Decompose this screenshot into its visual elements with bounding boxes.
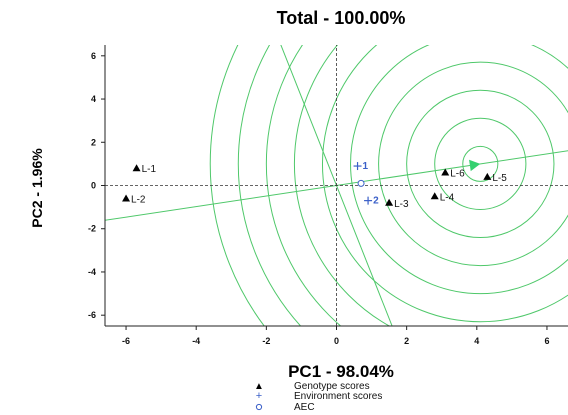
genotype-marker bbox=[385, 198, 394, 206]
ring bbox=[293, 45, 391, 326]
aec-marker bbox=[357, 179, 365, 187]
ring bbox=[265, 45, 342, 326]
genotype-label: L-3 bbox=[394, 199, 409, 210]
legend-environment-marker: + bbox=[256, 390, 262, 402]
genotype-marker bbox=[430, 192, 439, 200]
genotype-marker bbox=[441, 168, 450, 176]
ring bbox=[434, 117, 527, 210]
environment-label: 1 bbox=[363, 161, 369, 172]
legend-genotype-marker: ▲ bbox=[254, 381, 264, 392]
ring bbox=[237, 45, 302, 326]
x-tick-label: 2 bbox=[404, 336, 409, 346]
x-tick-label: 0 bbox=[334, 336, 339, 346]
legend: ▲ Genotype scores + Environment scores A… bbox=[254, 381, 382, 413]
legend-aec-marker bbox=[255, 403, 263, 411]
x-tick-label: 6 bbox=[544, 336, 549, 346]
ring bbox=[378, 61, 568, 267]
legend-genotype-label: Genotype scores bbox=[294, 381, 370, 392]
y-tick-label: 2 bbox=[91, 137, 96, 147]
y-tick-label: 0 bbox=[91, 181, 96, 191]
genotype-label: L-1 bbox=[142, 164, 157, 175]
ring bbox=[462, 145, 499, 182]
reference-lines bbox=[105, 45, 568, 326]
ring bbox=[406, 89, 555, 239]
y-tick-label: 6 bbox=[91, 51, 96, 61]
chart-title: Total - 100.00% bbox=[277, 8, 406, 28]
legend-aec-label: AEC bbox=[294, 402, 315, 413]
x-tick-label: -2 bbox=[262, 336, 270, 346]
x-tick-label: -6 bbox=[122, 336, 130, 346]
x-tick-label: 4 bbox=[474, 336, 479, 346]
data-points: L-1 L-2 L-3 L-4 L-5 L-6 1 2 bbox=[122, 161, 507, 210]
x-tick-label: -4 bbox=[192, 336, 200, 346]
genotype-label: L-6 bbox=[450, 169, 465, 180]
ring bbox=[322, 45, 568, 323]
genotype-marker bbox=[483, 172, 492, 180]
genotype-label: L-2 bbox=[131, 194, 146, 205]
axis-ticks: -6 -4 -2 0 2 4 6 -6 -4 -2 0 2 4 6 bbox=[88, 51, 549, 346]
x-axis-label: PC1 - 98.04% bbox=[288, 362, 394, 381]
genotype-label: L-4 bbox=[440, 192, 455, 203]
concentric-rings bbox=[209, 45, 568, 326]
ideal-arrowhead bbox=[469, 159, 481, 172]
environment-label: 2 bbox=[373, 196, 379, 207]
legend-environment-label: Environment scores bbox=[294, 391, 382, 402]
genotype-marker bbox=[132, 164, 141, 172]
genotype-marker bbox=[122, 194, 131, 202]
genotype-label: L-5 bbox=[492, 173, 507, 184]
y-tick-label: -4 bbox=[88, 267, 96, 277]
y-tick-label: -6 bbox=[88, 310, 96, 320]
y-tick-label: -2 bbox=[88, 224, 96, 234]
ring bbox=[350, 45, 568, 295]
y-tick-label: 4 bbox=[91, 94, 96, 104]
ring bbox=[209, 45, 266, 326]
y-axis-label: PC2 - 1.96% bbox=[29, 148, 45, 228]
